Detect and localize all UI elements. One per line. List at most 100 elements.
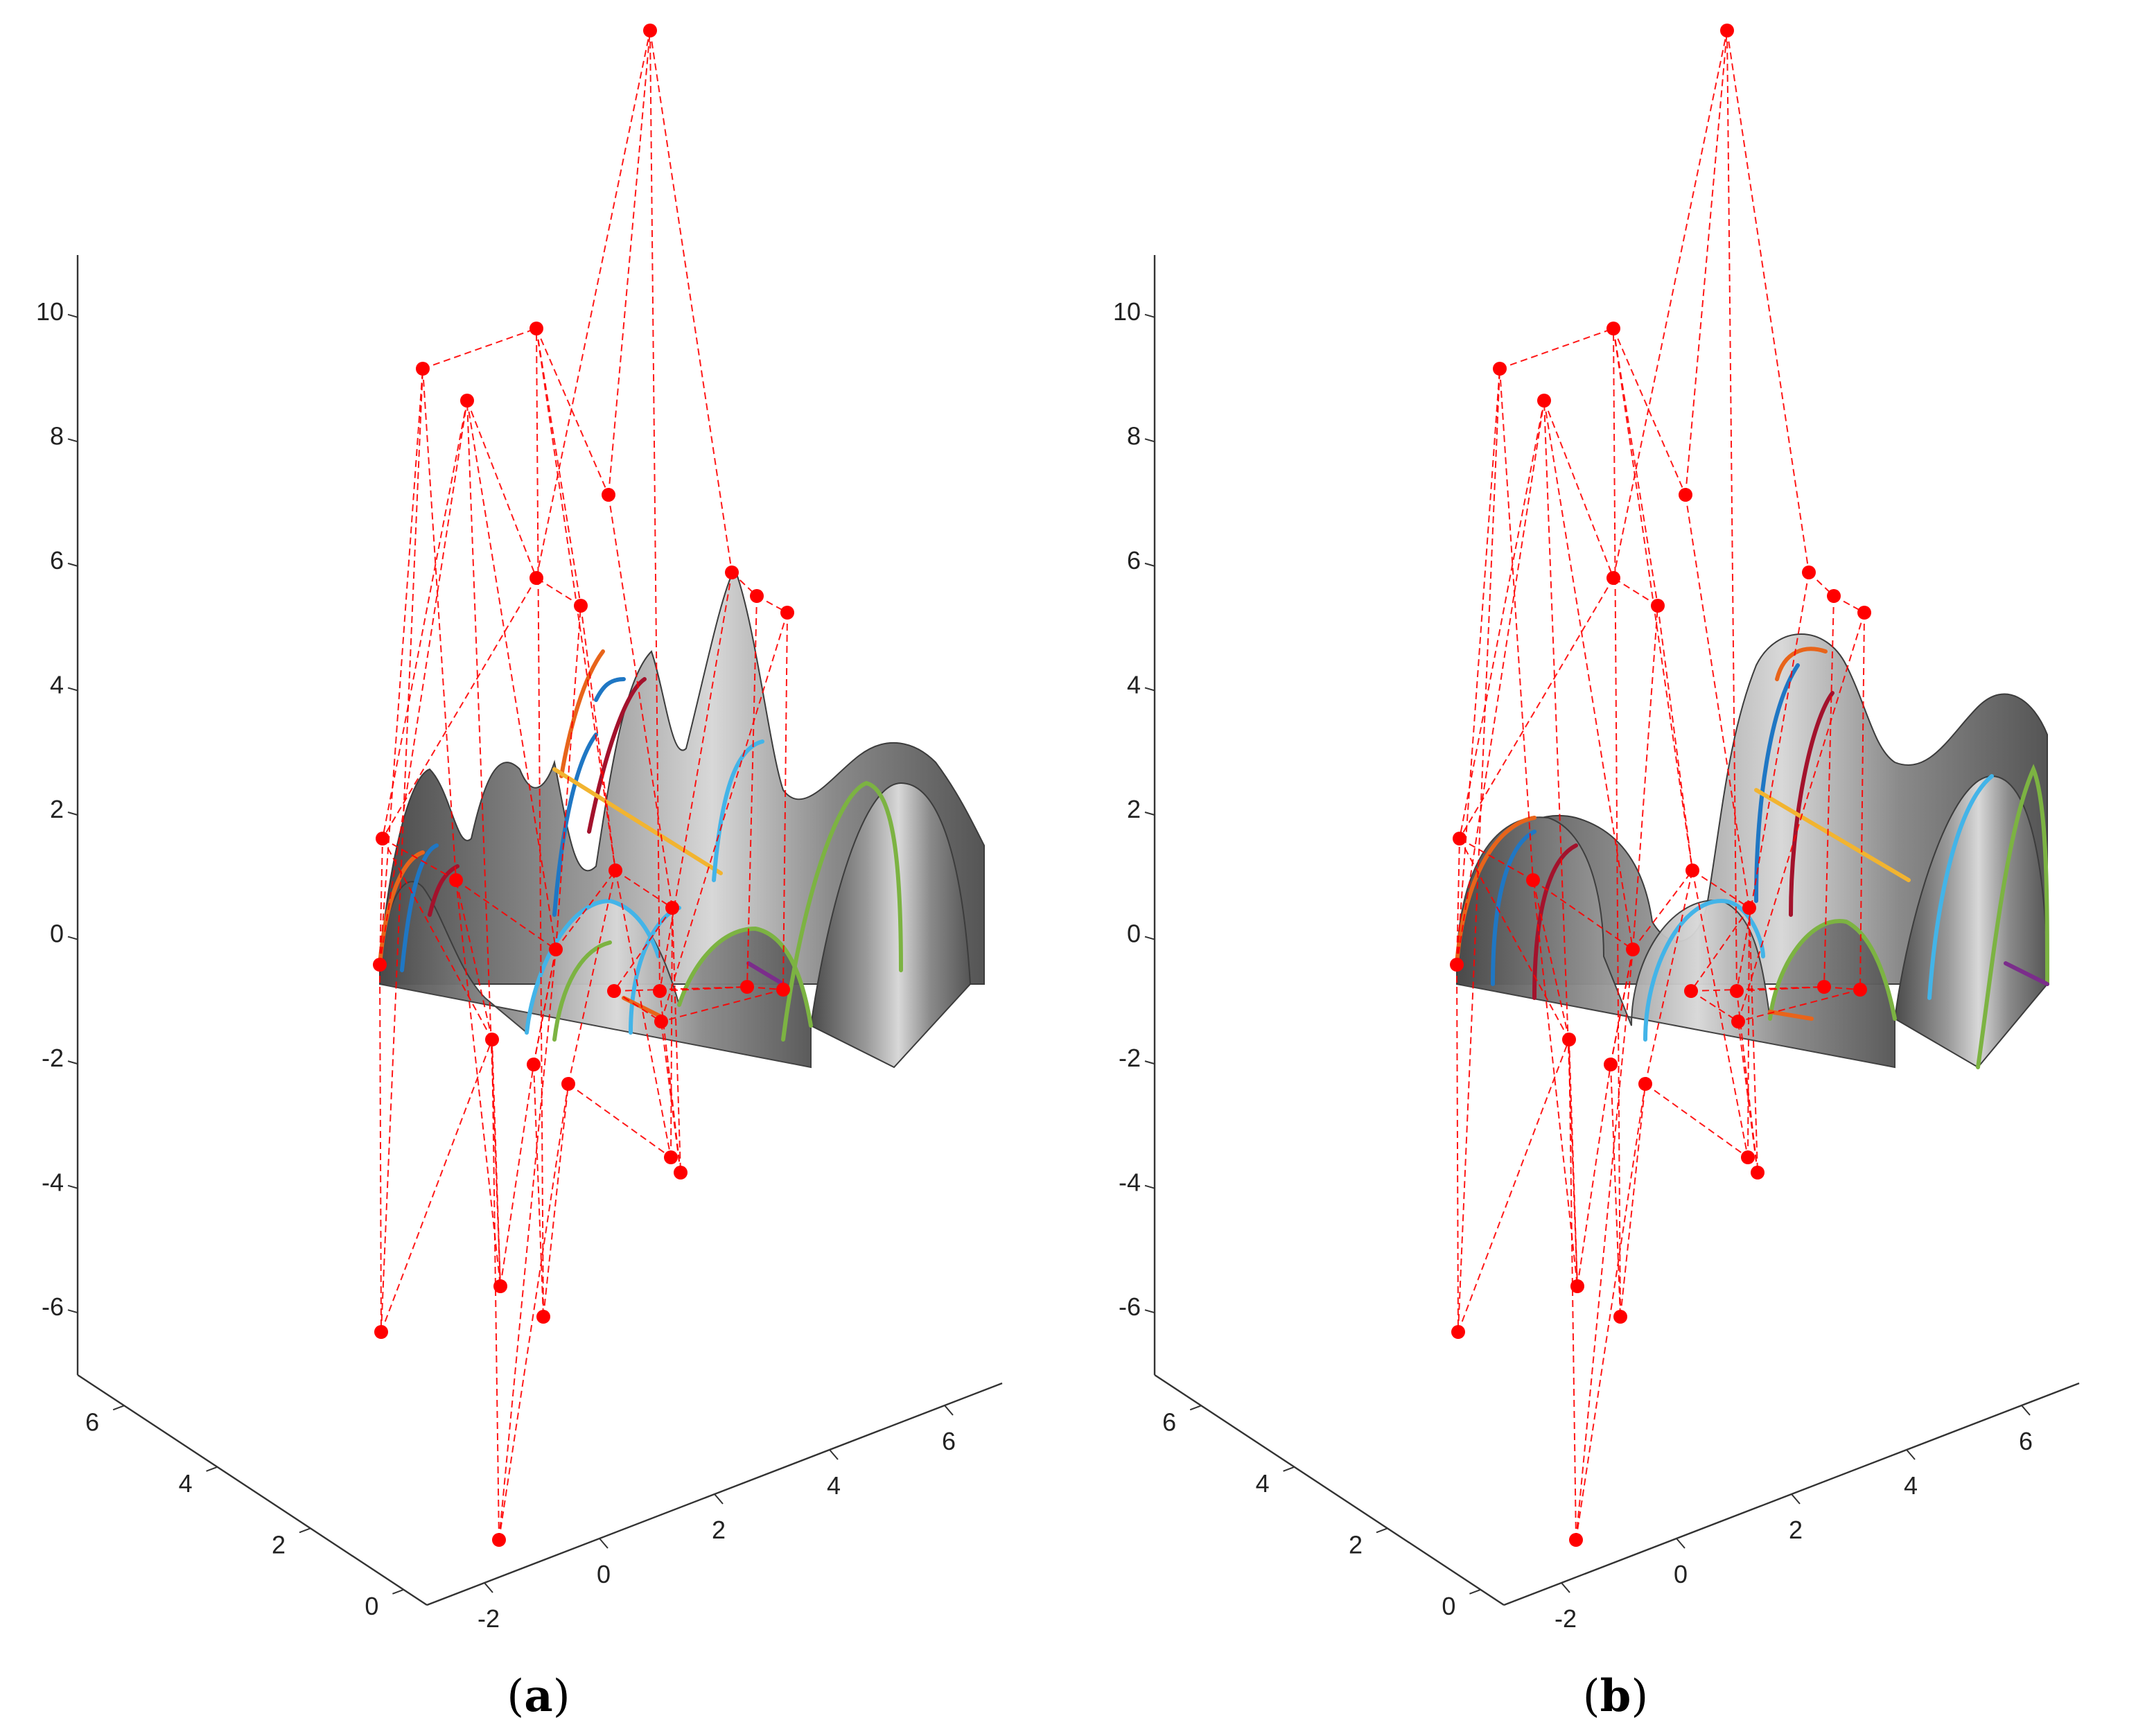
control-point [529, 322, 543, 335]
control-polygon-edge [1657, 605, 1693, 871]
control-polygon-edge [1575, 949, 1634, 1541]
control-polygon-edge [382, 400, 468, 839]
control-point [493, 1279, 507, 1293]
control-point [725, 565, 739, 579]
yellow-isocurve [552, 767, 723, 875]
control-point [607, 984, 621, 998]
orange-isocurve [559, 649, 605, 778]
z-tick-mark [67, 1309, 78, 1314]
control-polygon-edge [649, 30, 733, 573]
control-point [374, 1325, 388, 1339]
z-tick-label: -6 [1119, 1292, 1141, 1321]
control-polygon-edge [455, 879, 501, 1287]
control-point [1651, 599, 1665, 613]
x-tick-mark [484, 1582, 493, 1593]
y-axis-line [77, 1374, 428, 1606]
control-polygon-edge [1613, 328, 1658, 606]
y-tick-label: 6 [1162, 1408, 1176, 1436]
control-polygon-edge [613, 986, 748, 992]
control-polygon-edge [1457, 1039, 1570, 1333]
control-polygon-edge [660, 989, 784, 1022]
z-tick-mark [67, 313, 78, 318]
control-point [492, 1533, 506, 1547]
control-polygon-edge [649, 30, 660, 992]
control-polygon-edge [455, 879, 493, 1040]
control-polygon-edge [466, 400, 501, 1287]
x-tick-label: 0 [1674, 1560, 1688, 1588]
y-tick-mark [1376, 1527, 1388, 1534]
blue-isocurve [594, 677, 626, 702]
z-tick-mark [1144, 812, 1155, 816]
control-polygon-edge [382, 577, 537, 839]
control-polygon-edge [536, 577, 581, 606]
control-polygon-edge [1613, 30, 1728, 579]
z-tick-label: 0 [50, 920, 64, 948]
y-tick-mark [299, 1527, 311, 1534]
y-tick-mark [206, 1466, 218, 1472]
surface-plot-a: 10 8 6 4 2 0 -2 -4 -6 6 4 2 0 -2 0 2 4 6 [36, 24, 1003, 1633]
control-polygon-edge [1543, 400, 1578, 1287]
control-polygon-edge [1610, 1064, 1621, 1317]
control-polygon-edge [379, 838, 383, 965]
z-tick-mark [1144, 936, 1155, 940]
control-polygon-edge [1575, 1083, 1646, 1541]
control-polygon-edge [1459, 838, 1534, 881]
caption-b: (b) [1582, 1670, 1649, 1722]
control-point [1742, 901, 1756, 915]
control-polygon-edge [1499, 368, 1534, 881]
control-point [460, 394, 474, 407]
control-polygon-edge [1613, 577, 1658, 606]
z-tick-mark [67, 687, 78, 692]
x-tick-label: 2 [1789, 1516, 1803, 1544]
control-point [1827, 589, 1841, 603]
yellow-isocurve [1754, 788, 1911, 882]
control-point [1606, 322, 1620, 335]
x-tick-label: 6 [2019, 1427, 2033, 1455]
control-point [373, 958, 387, 972]
control-polygon-edge [568, 1083, 672, 1158]
orange-isocurve [1455, 816, 1536, 967]
subplot-a: 10 8 6 4 2 0 -2 -4 -6 6 4 2 0 -2 0 2 4 6 (a) [36, 24, 1003, 1722]
control-polygon-edge [1726, 30, 1810, 573]
surface-right-end [809, 782, 972, 1069]
control-point [1741, 1150, 1755, 1164]
control-polygon-edge [660, 612, 788, 1022]
z-tick-label: 2 [1127, 795, 1141, 823]
control-point [1817, 980, 1831, 994]
control-polygon-edge [1736, 572, 1810, 992]
control-polygon-edge [1543, 400, 1634, 950]
control-point [376, 832, 389, 845]
y-tick-label: 0 [1442, 1592, 1455, 1620]
control-polygon-edge [543, 1083, 569, 1317]
caption-a: (a) [507, 1670, 570, 1722]
control-polygon-edge [1685, 494, 1750, 909]
green-isocurve [781, 780, 903, 1042]
x-tick-mark [2021, 1405, 2031, 1416]
control-polygon-edge [500, 1064, 534, 1287]
control-polygon-edge [1859, 612, 1865, 990]
control-polygon-edge [1632, 870, 1693, 950]
control-point [1453, 832, 1466, 845]
control-polygon-edge [380, 368, 423, 1333]
control-point [1613, 1310, 1627, 1324]
surface-plot-b: 10 8 6 4 2 0 -2 -4 -6 6 4 2 0 -2 0 2 4 6 [1113, 24, 2080, 1633]
orange-isocurve [1775, 647, 1828, 681]
control-point [780, 606, 794, 620]
orange-isocurve [1768, 1010, 1814, 1021]
x-tick-mark [1561, 1582, 1570, 1593]
control-point [561, 1077, 575, 1091]
control-polygon-edge [379, 400, 468, 965]
control-polygon-edge [455, 879, 557, 950]
control-polygon-edge [782, 612, 788, 990]
control-point [1451, 1325, 1465, 1339]
x-tick-mark [1906, 1449, 1916, 1460]
green-isocurve [677, 926, 813, 1028]
sky-isocurve [525, 898, 660, 1035]
control-polygon-edge [536, 328, 544, 1317]
control-polygon-edge [608, 30, 651, 496]
control-polygon-edge [533, 1064, 544, 1317]
green-isocurve [552, 940, 612, 1042]
control-point [776, 983, 790, 997]
control-polygon-edge [1543, 400, 1614, 579]
control-point [1493, 362, 1507, 376]
